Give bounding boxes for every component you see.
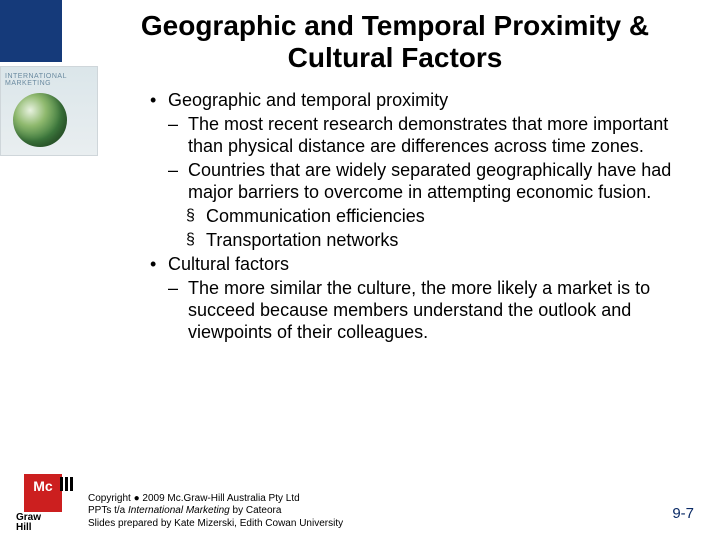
logo-hill-text: Hill (16, 522, 32, 533)
footer: Copyright ● 2009 Mc.Graw-Hill Australia … (88, 493, 700, 531)
logo-mc-text: Mc (28, 480, 58, 493)
bullet-lvl1: Geographic and temporal proximity (150, 90, 696, 112)
copyright-line-1: Copyright ● 2009 Mc.Graw-Hill Australia … (88, 493, 700, 506)
slide: International Marketing Geographic and T… (0, 0, 720, 540)
bullet-lvl2: The more similar the culture, the more l… (168, 278, 696, 344)
logo-bars-icon (60, 477, 73, 491)
globe-icon (13, 93, 67, 147)
page-number: 9-7 (672, 505, 694, 522)
accent-block (0, 0, 62, 62)
bullet-lvl3: Transportation networks (186, 230, 696, 252)
slide-body: Geographic and temporal proximity The mo… (150, 90, 696, 345)
copyright-line-3: Slides prepared by Kate Mizerski, Edith … (88, 518, 700, 531)
slide-title: Geographic and Temporal Proximity & Cult… (90, 10, 700, 74)
bullet-lvl2: The most recent research demonstrates th… (168, 114, 696, 158)
copyright-line-2: PPTs t/a International Marketing by Cate… (88, 505, 700, 518)
bullet-lvl1: Cultural factors (150, 254, 696, 276)
publisher-logo: Mc Graw Hill (14, 474, 72, 530)
bullet-lvl2: Countries that are widely separated geog… (168, 160, 696, 204)
bullet-lvl3: Communication efficiencies (186, 206, 696, 228)
book-cover-text: International Marketing (5, 73, 97, 87)
book-cover-image: International Marketing (0, 66, 98, 156)
